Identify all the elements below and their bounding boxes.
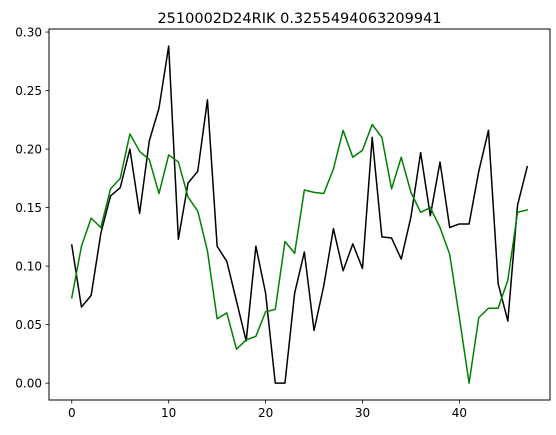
x-tick-label: 0 [68, 406, 76, 420]
series-layer [70, 45, 529, 384]
x-tick-label: 20 [258, 406, 273, 420]
y-axis: 0.00 0.05 0.10 0.15 0.20 0.25 0.30 [15, 25, 49, 390]
x-tick-label: 40 [452, 406, 467, 420]
chart-title: 2510002D24RIK 0.3255494063209941 [157, 11, 441, 27]
y-tick-label: 0.15 [15, 201, 42, 215]
y-tick-label: 0.00 [15, 376, 42, 390]
y-tick-label: 0.30 [15, 25, 42, 39]
x-tick-label: 30 [355, 406, 370, 420]
x-axis: 0 10 20 30 40 [68, 400, 467, 420]
x-tick-label: 10 [161, 406, 176, 420]
y-tick-label: 0.10 [15, 259, 42, 273]
y-tick-label: 0.25 [15, 84, 42, 98]
y-tick-label: 0.05 [15, 318, 42, 332]
plot-frame [48, 28, 551, 401]
series-line-2 [70, 123, 529, 384]
y-tick-label: 0.20 [15, 142, 42, 156]
series-line-1 [70, 45, 529, 384]
